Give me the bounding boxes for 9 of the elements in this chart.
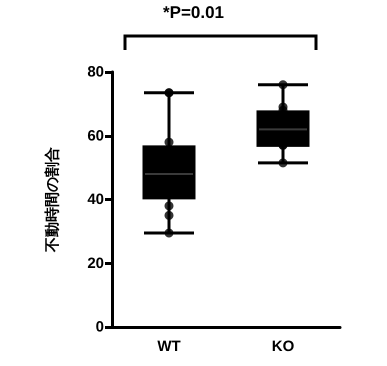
x-tick-label: KO bbox=[272, 338, 295, 355]
y-axis-title: 不動時間の割合 bbox=[44, 147, 61, 253]
y-tick-label: 80 bbox=[87, 64, 104, 80]
x-tick-label: WT bbox=[157, 338, 181, 355]
text: *P=0.01 bbox=[163, 3, 224, 22]
y-tick-label: 60 bbox=[87, 127, 104, 144]
y-tick-label: 40 bbox=[87, 191, 104, 208]
y-tick-label: 20 bbox=[87, 254, 104, 272]
y-tick-label: 0 bbox=[96, 318, 104, 336]
